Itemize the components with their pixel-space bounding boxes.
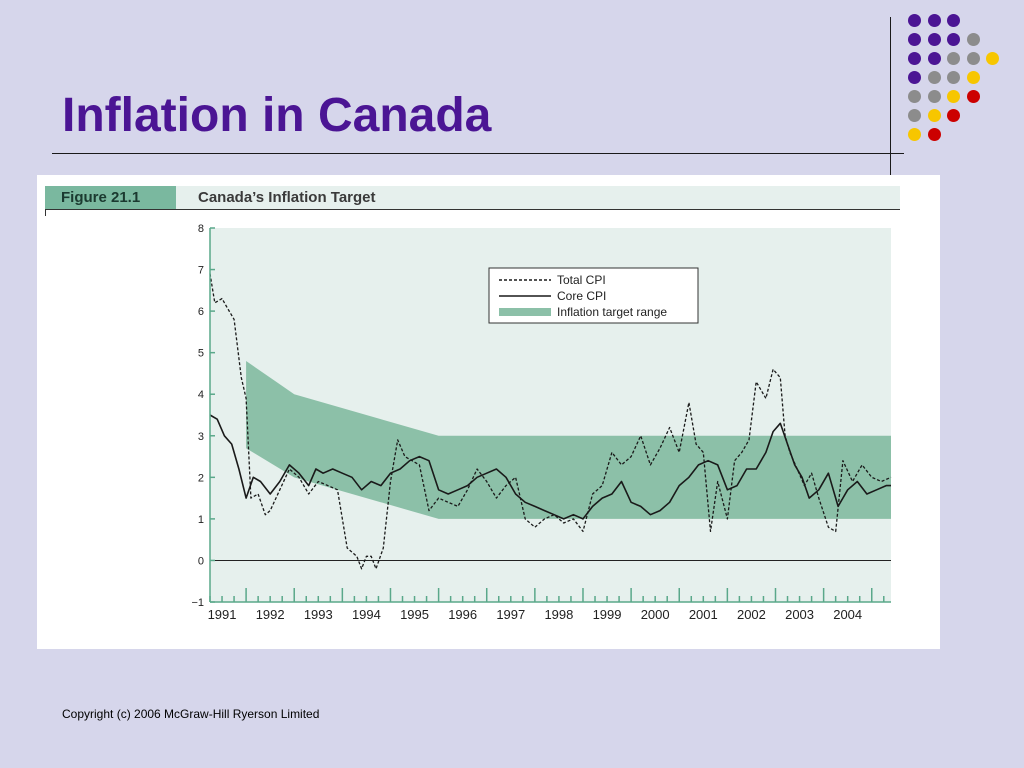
figure-label: Figure 21.1 (45, 186, 176, 210)
figure-panel: Figure 21.1 Canada’s Inflation Target −1… (37, 175, 940, 649)
legend-swatch-target-range (499, 308, 551, 316)
decor-dot-gray (966, 33, 980, 46)
decor-dot-gray (908, 90, 921, 103)
x-tick-label: 1994 (352, 607, 381, 622)
decor-vertical-rule (890, 17, 891, 177)
figure-header-tick (45, 209, 46, 216)
decor-dot-yellow (947, 90, 960, 103)
decor-dot-purple (947, 33, 960, 46)
decor-dot-purple (927, 33, 941, 46)
decor-dot-red (927, 128, 941, 141)
y-tick-label: 1 (198, 514, 204, 526)
decor-dot-gray (947, 52, 960, 65)
figure-title: Canada’s Inflation Target (198, 189, 376, 206)
figure-header-rule (45, 209, 900, 210)
x-tick-label: 1995 (400, 607, 429, 622)
y-tick-label: 0 (198, 555, 204, 567)
x-tick-label: 1998 (544, 607, 573, 622)
decor-dot-yellow (927, 109, 941, 122)
decor-dot-purple (908, 52, 921, 65)
y-tick-label: 7 (198, 265, 204, 277)
decor-dot-gray (927, 90, 941, 103)
y-tick-label: 2 (198, 472, 204, 484)
copyright-text: Copyright (c) 2006 McGraw-Hill Ryerson L… (62, 707, 320, 721)
decor-dot-grid (908, 14, 1018, 154)
decor-dot-purple (927, 52, 941, 65)
decor-dot-purple (908, 71, 921, 84)
title-divider (52, 153, 904, 154)
x-tick-label: 2000 (641, 607, 670, 622)
decor-dot-gray (947, 71, 960, 84)
decor-dot-purple (908, 14, 921, 27)
y-tick-label: 5 (198, 348, 204, 360)
decor-dot-gray (908, 109, 921, 122)
decor-dot-purple (927, 14, 941, 27)
y-tick-label: 6 (198, 306, 204, 318)
x-tick-label: 2002 (737, 607, 766, 622)
decor-dot-yellow (966, 71, 980, 84)
series-line-total-cpi (209, 273, 892, 570)
decor-dot-red (966, 90, 980, 103)
x-tick-label: 1997 (496, 607, 525, 622)
y-tick-label: 3 (198, 431, 204, 443)
decor-dot-purple (908, 33, 921, 46)
target-range-band (246, 360, 892, 519)
x-tick-label: 1992 (256, 607, 285, 622)
legend-label: Total CPI (557, 273, 606, 287)
y-tick-label: 4 (198, 389, 204, 401)
series-line-core-cpi (209, 414, 891, 520)
x-tick-label: 1996 (448, 607, 477, 622)
decor-dot-purple (947, 14, 960, 27)
decor-dot-gray (966, 52, 980, 65)
decor-dot-red (947, 109, 960, 122)
chart-legend: Total CPI Core CPI Inflation target range (488, 267, 699, 324)
x-tick-label: 1999 (593, 607, 622, 622)
x-tick-label: 2003 (785, 607, 814, 622)
decor-dot-yellow (908, 128, 921, 141)
x-tick-label: 2001 (689, 607, 718, 622)
inflation-chart: −1 0 1 2 3 4 5 6 7 8 1991 1992 1993 1994 1995 1996 1997 1… (191, 223, 892, 622)
y-tick-label: 8 (198, 223, 204, 235)
x-tick-label: 1993 (304, 607, 333, 622)
x-tick-label: 1991 (208, 607, 237, 622)
slide-title: Inflation in Canada (62, 89, 492, 142)
decor-dot-yellow (986, 52, 999, 65)
y-tick-label: −1 (191, 597, 204, 609)
decor-dot-gray (927, 71, 941, 84)
figure-header: Figure 21.1 Canada’s Inflation Target (45, 186, 900, 210)
legend-label: Core CPI (557, 289, 606, 303)
legend-label: Inflation target range (557, 305, 667, 319)
x-tick-label: 2004 (833, 607, 862, 622)
